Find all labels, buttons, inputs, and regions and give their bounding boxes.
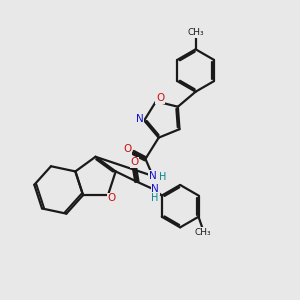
Text: O: O bbox=[124, 144, 132, 154]
Text: H: H bbox=[152, 193, 159, 203]
Text: O: O bbox=[156, 93, 164, 103]
Text: N: N bbox=[151, 184, 159, 194]
Text: CH₃: CH₃ bbox=[188, 28, 204, 37]
Text: CH₃: CH₃ bbox=[194, 228, 211, 237]
Text: O: O bbox=[108, 193, 116, 203]
Text: O: O bbox=[130, 157, 139, 167]
Text: N: N bbox=[149, 171, 157, 181]
Text: H: H bbox=[158, 172, 166, 182]
Text: N: N bbox=[136, 114, 144, 124]
